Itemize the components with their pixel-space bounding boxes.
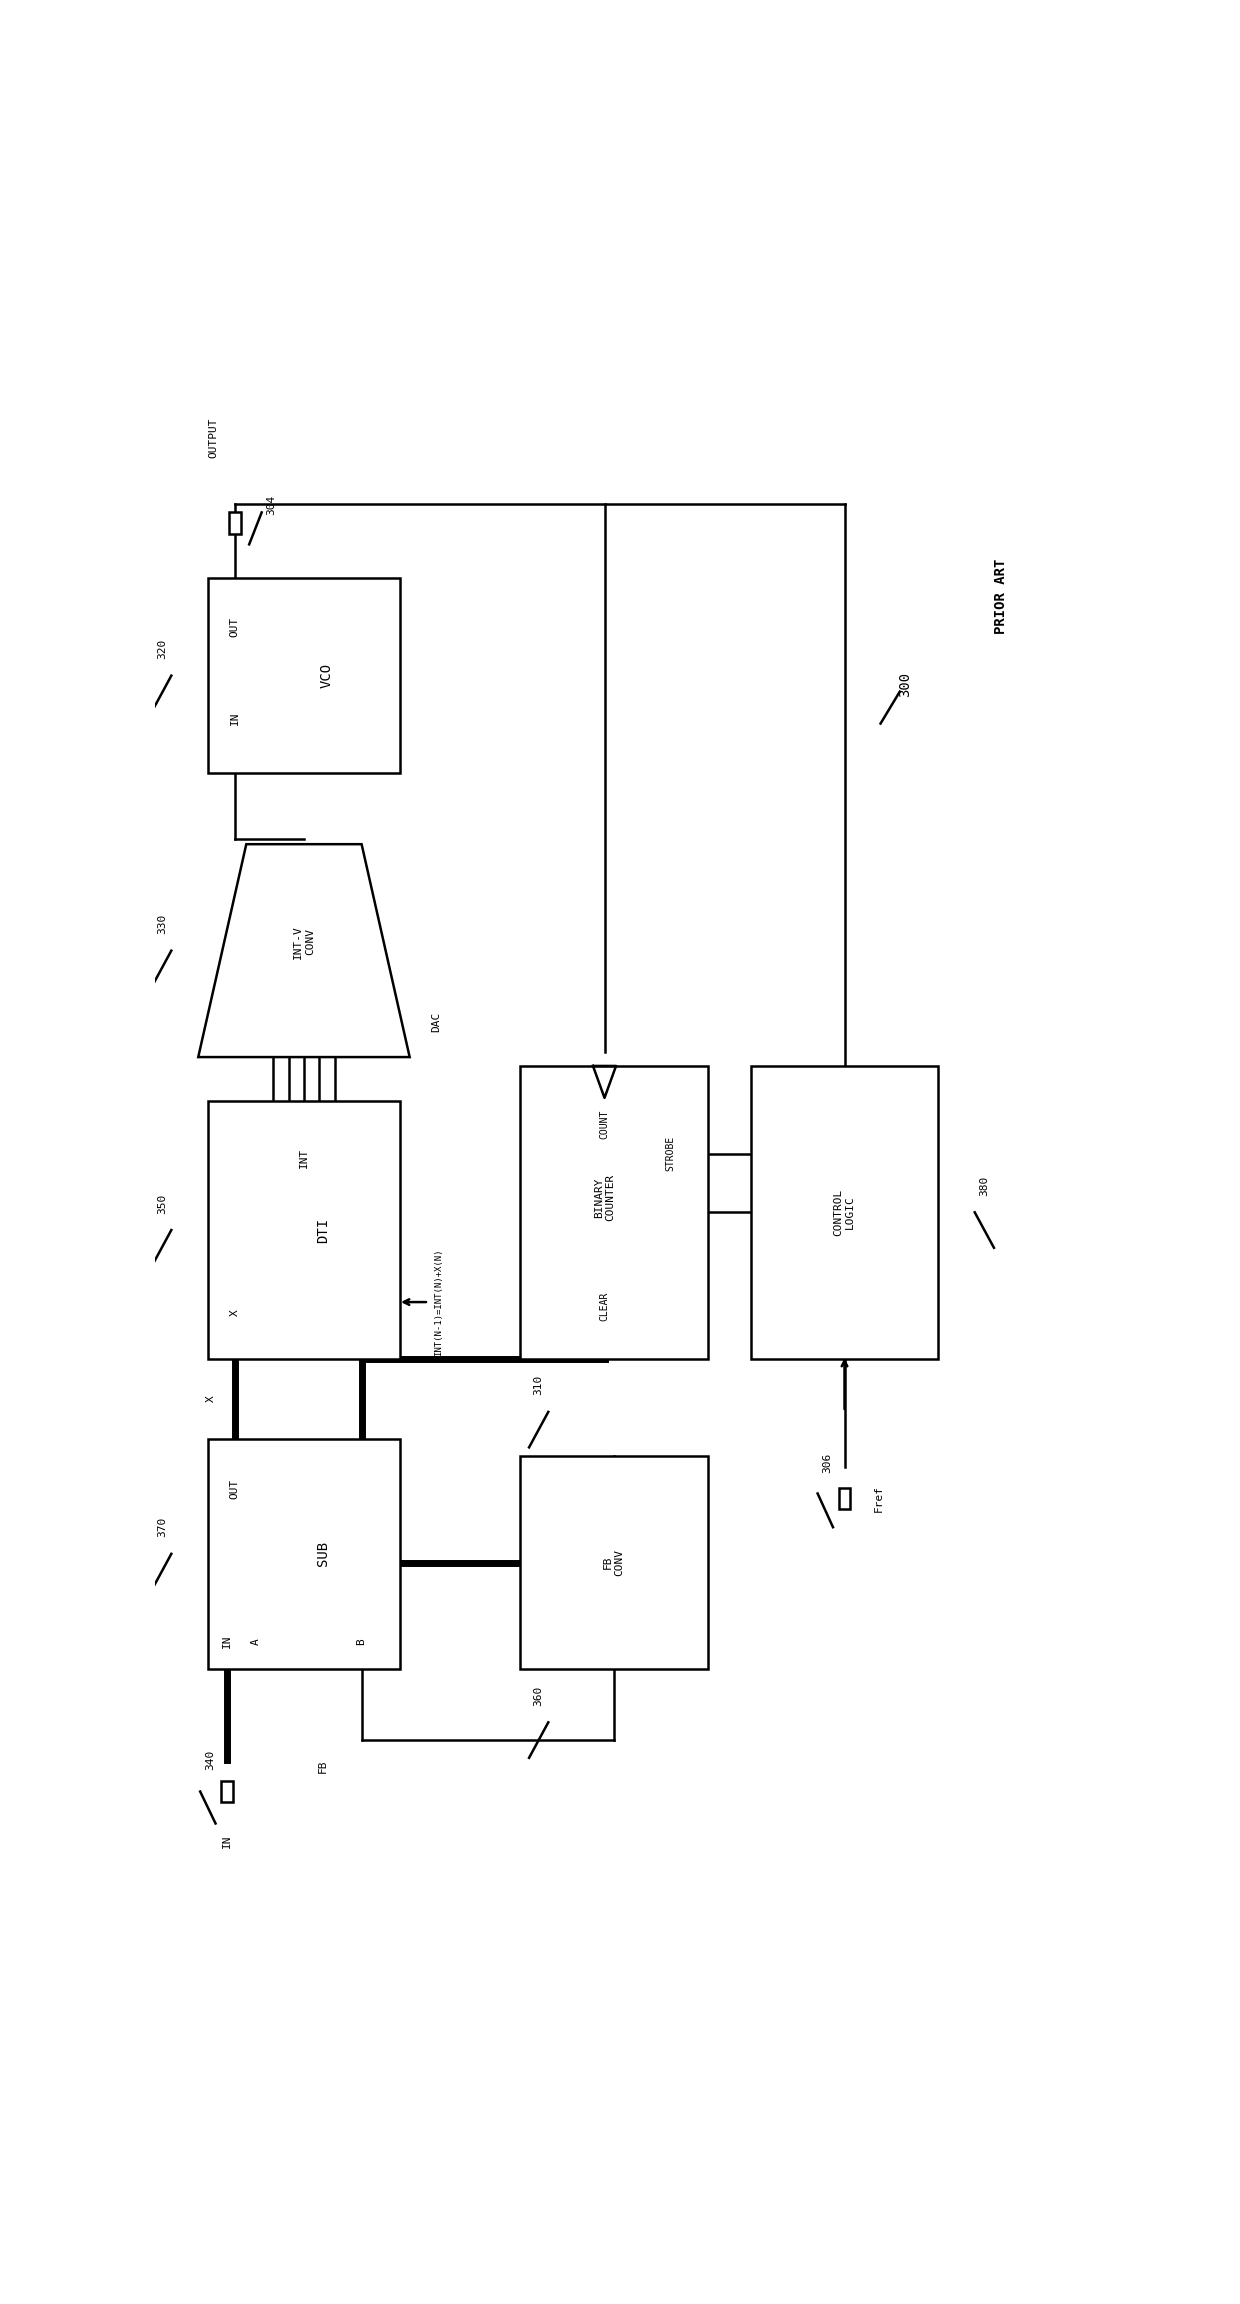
Text: 310: 310 [533, 1375, 543, 1396]
Text: X: X [229, 1309, 239, 1316]
Bar [838, 1488, 851, 1509]
Text: COUNT: COUNT [599, 1111, 610, 1138]
Bar [221, 1781, 233, 1802]
Text: 330: 330 [156, 915, 166, 933]
Text: IN: IN [222, 1636, 232, 1647]
Text: 350: 350 [156, 1193, 166, 1214]
Text: STROBE: STROBE [665, 1136, 675, 1170]
Bar [521, 1067, 708, 1359]
Bar [521, 1456, 708, 1668]
Text: B: B [357, 1638, 367, 1645]
Text: 370: 370 [156, 1516, 166, 1537]
Text: INT: INT [299, 1147, 309, 1168]
Bar [208, 578, 401, 774]
Text: OUT: OUT [229, 617, 239, 636]
Bar [229, 511, 241, 535]
Text: A: A [250, 1638, 260, 1645]
Text: PRIOR ART: PRIOR ART [993, 558, 1008, 634]
Text: 300: 300 [898, 673, 911, 698]
Text: 320: 320 [156, 638, 166, 659]
Text: INT(N-1)=INT(N)+X(N): INT(N-1)=INT(N)+X(N) [434, 1249, 443, 1355]
Text: OUTPUT: OUTPUT [208, 417, 218, 458]
Text: CONTROL
LOGIC: CONTROL LOGIC [833, 1189, 856, 1235]
Text: 380: 380 [980, 1175, 990, 1196]
Text: 340: 340 [205, 1749, 215, 1769]
Text: FB: FB [319, 1760, 329, 1774]
Text: INT-V
CONV: INT-V CONV [293, 924, 315, 958]
Text: FB
CONV: FB CONV [603, 1548, 625, 1576]
Text: 304: 304 [267, 495, 277, 516]
Text: IN: IN [229, 712, 239, 726]
Bar [751, 1067, 939, 1359]
Text: X: X [206, 1396, 216, 1401]
Text: BINARY
COUNTER: BINARY COUNTER [594, 1175, 615, 1221]
Bar [208, 1101, 401, 1359]
Polygon shape [198, 843, 409, 1058]
Bar [208, 1438, 401, 1668]
Text: DAC: DAC [432, 1011, 441, 1032]
Text: 360: 360 [533, 1687, 543, 1705]
Text: OUT: OUT [229, 1479, 239, 1500]
Text: DTI: DTI [316, 1217, 330, 1242]
Text: Fref: Fref [873, 1486, 883, 1511]
Text: VCO: VCO [320, 664, 334, 689]
Text: 306: 306 [822, 1454, 832, 1475]
Text: CLEAR: CLEAR [599, 1290, 610, 1320]
Text: IN: IN [222, 1834, 232, 1848]
Text: SUB: SUB [316, 1541, 330, 1567]
